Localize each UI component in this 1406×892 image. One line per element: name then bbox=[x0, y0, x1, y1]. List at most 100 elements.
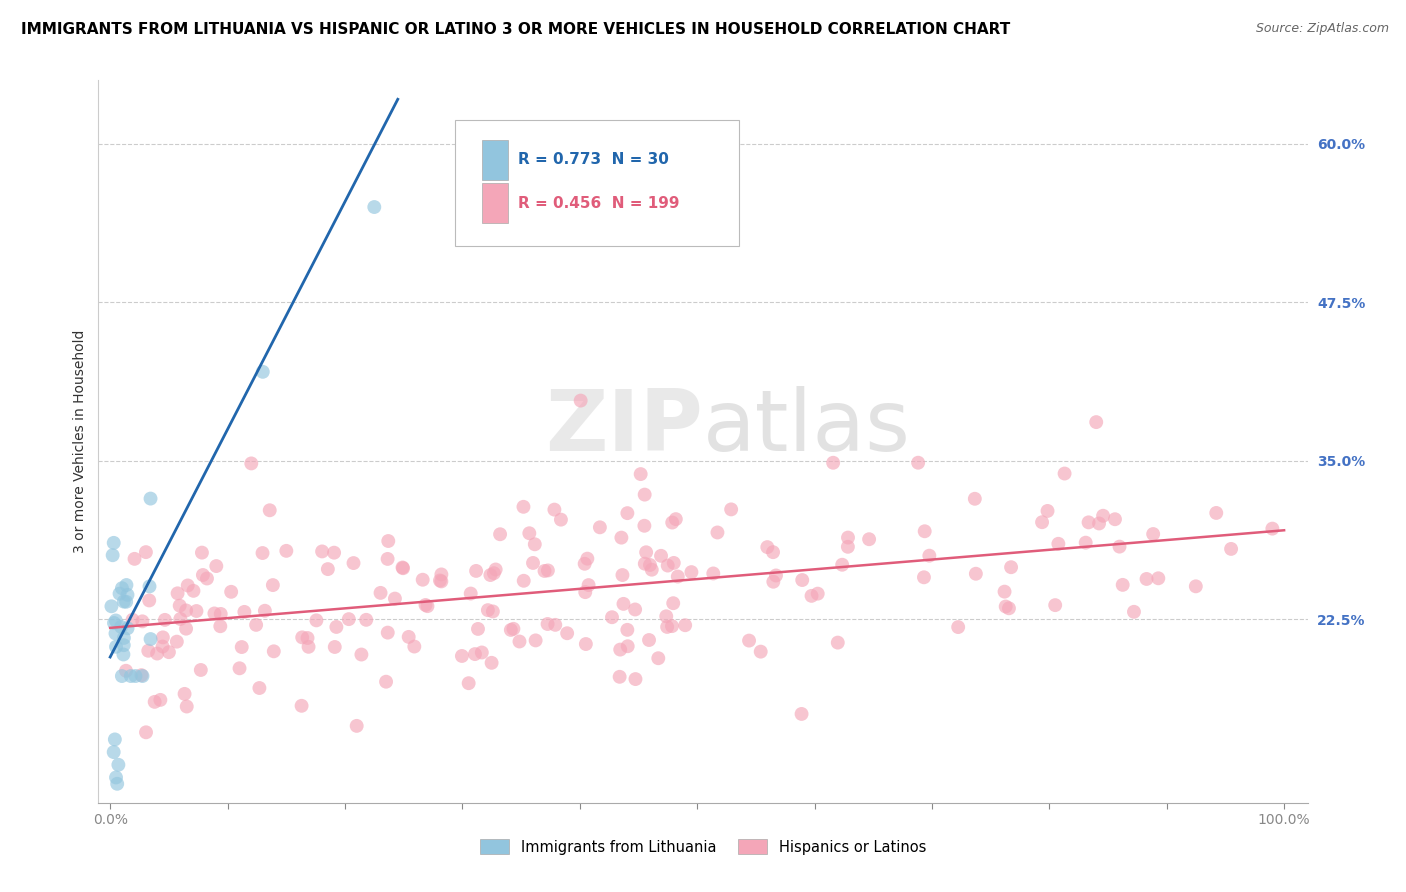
Point bbox=[1112, 578, 1135, 592]
Point bbox=[177, 578, 200, 592]
Point bbox=[101, 548, 124, 562]
Point bbox=[117, 621, 139, 635]
Point bbox=[377, 625, 399, 640]
Point bbox=[993, 584, 1015, 599]
Point bbox=[1205, 506, 1227, 520]
Point bbox=[297, 631, 319, 645]
Point bbox=[574, 585, 596, 599]
Point bbox=[173, 687, 195, 701]
Point bbox=[120, 669, 142, 683]
Point bbox=[157, 645, 180, 659]
Point bbox=[575, 637, 598, 651]
Point bbox=[633, 518, 655, 533]
Point bbox=[139, 491, 162, 506]
Point bbox=[305, 613, 328, 627]
Point bbox=[965, 566, 987, 581]
Point bbox=[609, 642, 631, 657]
Point bbox=[914, 524, 936, 539]
Point bbox=[624, 602, 647, 616]
Point bbox=[1053, 467, 1076, 481]
Point bbox=[115, 578, 138, 592]
Point bbox=[502, 622, 524, 636]
Point bbox=[533, 564, 555, 578]
Point bbox=[479, 568, 502, 582]
Point bbox=[346, 719, 368, 733]
Point bbox=[136, 644, 159, 658]
Point bbox=[1088, 516, 1111, 531]
Point bbox=[107, 757, 129, 772]
Point bbox=[231, 640, 253, 654]
Point bbox=[191, 568, 214, 582]
Point bbox=[616, 623, 638, 637]
Point bbox=[1261, 522, 1284, 536]
Point bbox=[1031, 515, 1053, 529]
Point bbox=[522, 556, 544, 570]
Text: Source: ZipAtlas.com: Source: ZipAtlas.com bbox=[1256, 22, 1389, 36]
Point bbox=[457, 676, 479, 690]
Point bbox=[762, 574, 785, 589]
Point bbox=[612, 568, 634, 582]
Point bbox=[186, 604, 208, 618]
Point bbox=[589, 520, 612, 534]
Point bbox=[641, 563, 664, 577]
Point bbox=[574, 557, 596, 571]
Point bbox=[174, 622, 197, 636]
Point bbox=[706, 525, 728, 540]
Point bbox=[191, 546, 214, 560]
Point bbox=[465, 564, 488, 578]
Text: R = 0.456  N = 199: R = 0.456 N = 199 bbox=[517, 195, 679, 211]
Point bbox=[124, 669, 146, 683]
Point bbox=[662, 556, 685, 570]
Point bbox=[655, 609, 678, 624]
FancyBboxPatch shape bbox=[456, 120, 740, 246]
Point bbox=[124, 552, 146, 566]
Bar bbox=[482, 140, 509, 179]
Point bbox=[108, 587, 131, 601]
Bar bbox=[482, 183, 509, 223]
Point bbox=[263, 644, 285, 658]
Point bbox=[489, 527, 512, 541]
Y-axis label: 3 or more Vehicles in Household: 3 or more Vehicles in Household bbox=[73, 330, 87, 553]
Point bbox=[1104, 512, 1126, 526]
Point bbox=[655, 620, 678, 634]
Point bbox=[149, 693, 172, 707]
Point bbox=[138, 579, 160, 593]
Point bbox=[800, 589, 823, 603]
Point bbox=[259, 503, 281, 517]
Point bbox=[105, 771, 128, 785]
Point bbox=[537, 564, 560, 578]
Point bbox=[104, 614, 127, 628]
Point bbox=[111, 669, 134, 683]
Point bbox=[858, 533, 880, 547]
Point bbox=[249, 681, 271, 695]
Point bbox=[143, 695, 166, 709]
Point bbox=[415, 598, 437, 612]
Point bbox=[1142, 527, 1164, 541]
Point bbox=[749, 645, 772, 659]
Point bbox=[112, 638, 135, 652]
Point bbox=[219, 584, 242, 599]
Point bbox=[1000, 560, 1022, 574]
Point bbox=[460, 586, 482, 600]
Point bbox=[657, 558, 679, 573]
Point bbox=[738, 633, 761, 648]
Point bbox=[112, 594, 135, 608]
Point bbox=[103, 536, 125, 550]
Point bbox=[634, 487, 657, 501]
Point bbox=[1077, 516, 1099, 530]
Point bbox=[100, 599, 122, 614]
Point bbox=[636, 545, 658, 559]
Point bbox=[1092, 508, 1115, 523]
Point bbox=[616, 506, 638, 520]
Point bbox=[665, 512, 688, 526]
Point bbox=[429, 574, 451, 588]
Point bbox=[467, 622, 489, 636]
Point bbox=[138, 593, 160, 607]
Point bbox=[370, 586, 392, 600]
Point bbox=[105, 777, 128, 791]
Point bbox=[325, 620, 347, 634]
Point bbox=[790, 706, 813, 721]
Point bbox=[512, 500, 534, 514]
Point bbox=[612, 597, 634, 611]
Point bbox=[1135, 572, 1157, 586]
